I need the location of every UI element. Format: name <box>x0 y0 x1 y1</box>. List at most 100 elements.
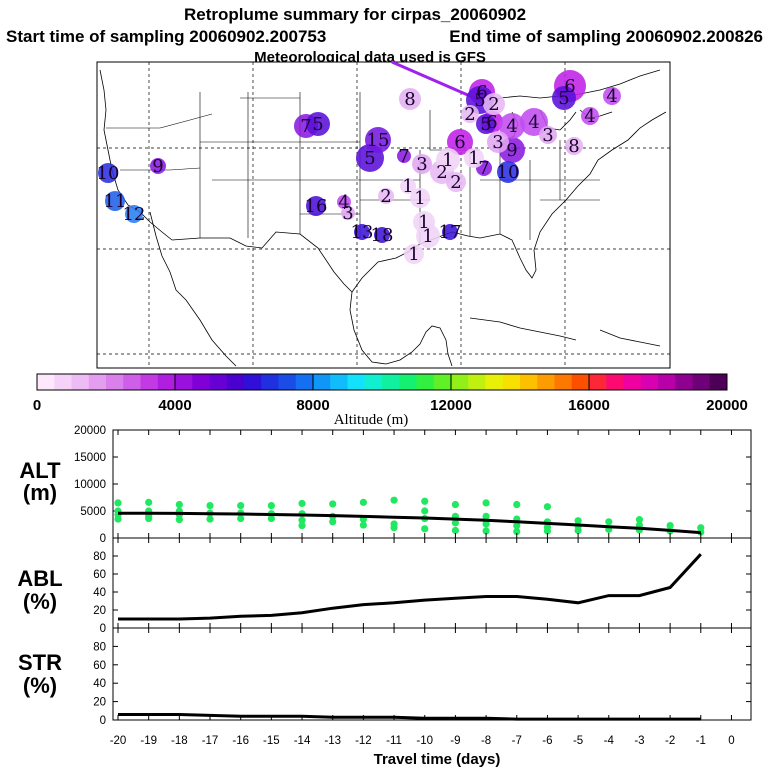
alt-scatter-point <box>359 521 367 529</box>
plume-circle-1 <box>404 244 424 264</box>
plume-label-1: 1 <box>418 212 429 233</box>
colorbar-ticks: 0 4000 8000 12000 16000 20000 <box>33 374 748 414</box>
colorbar-cell <box>226 374 245 390</box>
y-tick-label: 60 <box>93 569 106 581</box>
colorbar-cell <box>244 374 262 390</box>
alt-scatter-point <box>237 514 245 523</box>
plume-circle-5 <box>306 112 330 136</box>
plume-label-16: 16 <box>305 196 328 217</box>
colorbar-cell <box>295 374 314 390</box>
plume-label-1: 1 <box>414 188 425 209</box>
colorbar-cell <box>261 374 279 390</box>
plume-label-6: 6 <box>454 132 465 153</box>
colorbar: 0 4000 8000 12000 16000 20000 Altitude (m) <box>33 373 748 428</box>
alt-scatter-point <box>175 516 183 524</box>
str-series-line <box>118 713 701 721</box>
map-frame <box>96 61 671 369</box>
plume-label-4: 4 <box>528 112 539 133</box>
y-tick-label: 0 <box>100 715 106 727</box>
x-tick-label: -13 <box>324 735 341 747</box>
plume-label-6: 6 <box>476 82 487 103</box>
colorbar-cell <box>123 374 141 390</box>
colorbar-cell <box>433 374 452 390</box>
y-tick-label: 5000 <box>80 506 106 518</box>
alt-scatter-point <box>513 521 521 530</box>
plume-label-4: 4 <box>584 106 595 127</box>
alt-scatter-point <box>605 518 613 526</box>
plume-label-12: 12 <box>123 204 146 225</box>
plume-circle-4 <box>520 108 548 136</box>
plume-circle-15 <box>365 127 391 153</box>
alt-ylabel: ALT <box>19 458 61 483</box>
plume-circle-2 <box>483 93 505 115</box>
alt-scatter-point <box>482 527 490 535</box>
plume-circle-5 <box>552 86 576 110</box>
plume-label-6: 6 <box>564 76 575 97</box>
alt-scatter-point <box>390 524 398 532</box>
colorbar-cell <box>520 374 538 390</box>
map-graticule <box>97 62 670 368</box>
alt-scatter-point <box>145 498 153 506</box>
x-tick-label: -3 <box>634 735 644 747</box>
abl-series-line <box>118 553 702 621</box>
colorbar-cell <box>71 374 90 390</box>
plume-label-1: 1 <box>402 176 413 197</box>
plume-label-1: 1 <box>422 226 433 247</box>
plume-label-10: 10 <box>497 162 520 183</box>
alt-scatter-point <box>175 500 183 509</box>
alt-scatter-point <box>206 502 214 510</box>
x-tick-label: -18 <box>171 735 188 747</box>
y-tick-label: 80 <box>93 551 106 563</box>
plume-circle-17 <box>442 224 458 240</box>
alt-scatter-point <box>574 517 582 525</box>
x-tick-label: -7 <box>512 735 522 747</box>
plume-circle-4 <box>581 107 599 125</box>
colorbar-cell <box>157 374 176 390</box>
x-tick-label: -4 <box>604 735 615 747</box>
plume-circle-10 <box>98 163 118 183</box>
alt-scatter-point <box>421 497 429 505</box>
x-tick-label: -1 <box>696 735 706 747</box>
colorbar-cell <box>347 374 366 390</box>
alt-scatter-point <box>329 518 337 526</box>
alt-scatter-point <box>543 503 552 511</box>
y-tick-label: 15000 <box>74 452 106 464</box>
x-axis-ticks: -20 -19 -18 -17 -16 -15 -14 -13 -12 -11 -10 -9 -8 -7-… <box>110 735 735 747</box>
y-tick-label: 40 <box>93 678 106 690</box>
abl-panel-frame <box>112 537 752 629</box>
plume-circle-16 <box>306 196 326 216</box>
plume-label-4: 4 <box>338 192 349 213</box>
alt-scatter-point <box>666 521 674 530</box>
str-panel-frame <box>112 627 752 721</box>
plume-circle-3 <box>487 131 509 153</box>
alt-scatter-point <box>543 527 552 535</box>
plume-circles <box>98 70 621 264</box>
alt-scatter-point <box>145 514 153 523</box>
plume-label-11: 11 <box>104 191 127 212</box>
x-tick-label: -19 <box>140 735 157 747</box>
colorbar-cell <box>313 374 331 390</box>
alt-scatter-point <box>482 512 490 521</box>
plume-circle-5 <box>476 114 496 134</box>
colorbar-cell <box>416 374 435 390</box>
colorbar-cell <box>692 374 711 390</box>
x-tick-label: -16 <box>232 735 249 747</box>
plume-label-4: 4 <box>506 116 517 137</box>
plume-label-2: 2 <box>450 172 461 193</box>
colorbar-cell <box>175 374 193 390</box>
alt-scatter-point <box>451 500 460 509</box>
colorbar-cell <box>192 374 210 390</box>
plume-label-3: 3 <box>342 203 353 224</box>
x-axis-label: Travel time (days) <box>374 751 501 768</box>
y-tick-label: 20 <box>93 605 106 617</box>
alt-scatter-point <box>513 527 521 536</box>
colorbar-cell <box>54 374 72 390</box>
alt-scatter-point <box>451 519 460 527</box>
colorbar-cell <box>382 374 400 390</box>
plume-circle-6 <box>447 129 473 155</box>
colorbar-cell <box>468 374 486 390</box>
plume-label-8: 8 <box>568 136 579 157</box>
alt-scatter-point <box>114 515 122 523</box>
